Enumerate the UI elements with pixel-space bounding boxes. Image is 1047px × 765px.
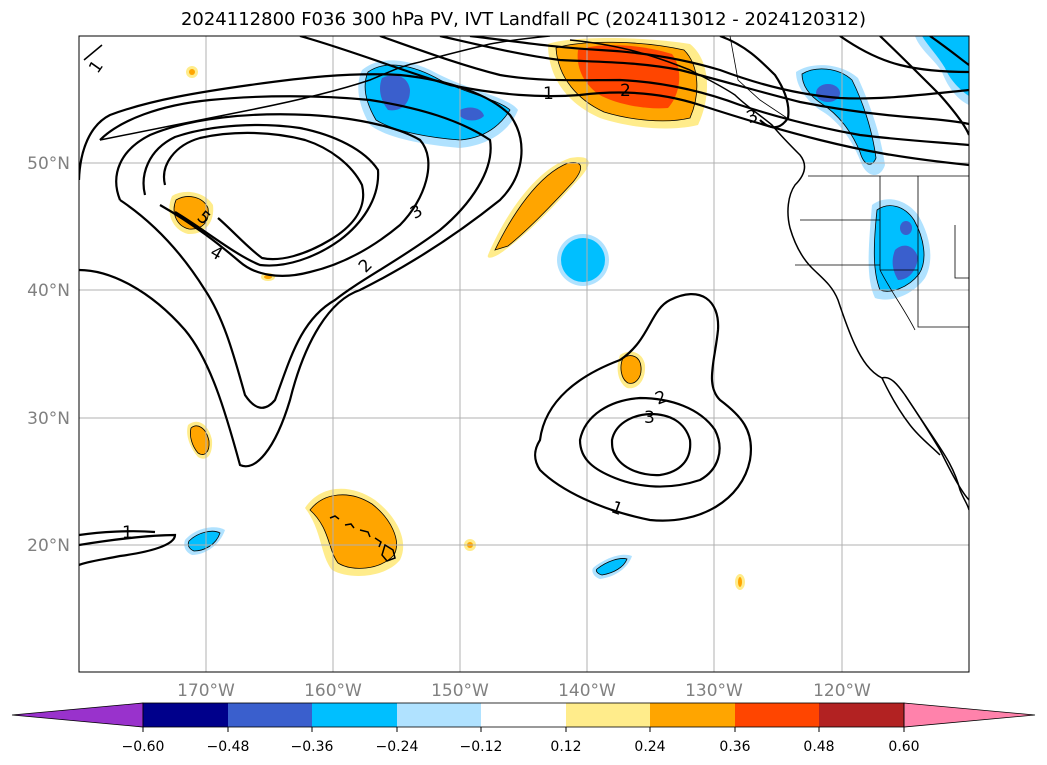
lat-label-20n: 20°N [27, 536, 70, 556]
pv-contours [79, 36, 969, 567]
coastlines [83, 36, 969, 562]
colorbar-tick-label: 0.36 [719, 739, 750, 755]
baja-coast [881, 377, 941, 456]
contour-north-3 [439, 36, 969, 126]
lat-label-50n: 50°N [27, 154, 70, 174]
contour-label: 1 [543, 84, 554, 104]
shading-outlines [173, 41, 925, 576]
colorbar-tick-label: 0.12 [550, 739, 581, 755]
lon-label-170w: 170°W [177, 681, 235, 701]
contour-north-1 [299, 36, 969, 167]
colorbar-tick-label: −0.48 [207, 739, 250, 755]
lon-label-160w: 160°W [304, 681, 362, 701]
negative-shading [184, 36, 969, 579]
contour-2-west [99, 95, 492, 409]
contour-4-west [142, 123, 380, 267]
colorbar-extend-high [903, 702, 1036, 728]
colorbar-tick-label: −0.36 [291, 739, 334, 755]
colorbar-tick-label: −0.24 [376, 739, 419, 755]
lon-label-140w: 140°W [558, 681, 616, 701]
colorbar-segment [228, 703, 312, 727]
contour-2-south [578, 396, 721, 488]
colorbar-extend-low [11, 702, 144, 728]
contour-1-south [534, 293, 753, 522]
colorbar-tick-label: 0.24 [634, 739, 665, 755]
lat-label-40n: 40°N [27, 281, 70, 301]
contour-1-west [79, 73, 523, 468]
lon-label-150w: 150°W [431, 681, 489, 701]
contour-northeast [719, 36, 790, 129]
contour-label: 3 [644, 408, 655, 428]
map-area: 1 2 3 4 5 1 2 3 1 2 3 1 [79, 36, 969, 672]
contour-5-west [162, 131, 365, 261]
contour-label: 3 [744, 106, 761, 128]
contour-label: 3 [407, 201, 426, 224]
contour-north-4 [469, 36, 969, 100]
colorbar-segment [650, 703, 735, 727]
colorbar-segment [735, 703, 819, 727]
colorbar-tick-label: 0.48 [803, 739, 834, 755]
contour-label: 4 [207, 242, 226, 265]
colorbar-tick-label: 0.60 [888, 739, 919, 755]
colorbar: −0.60 −0.48 −0.36 −0.24 −0.12 0.12 0.24 … [11, 702, 1036, 755]
lon-label-130w: 130°W [685, 681, 743, 701]
contour-label: 1 [85, 57, 108, 77]
lon-label-120w: 120°W [813, 681, 871, 701]
colorbar-segment [397, 703, 481, 727]
contour-label: 2 [653, 387, 670, 409]
contour-label: 1 [122, 523, 133, 543]
map-title: 2024112800 F036 300 hPa PV, IVT Landfall… [180, 9, 867, 30]
lat-label-30n: 30°N [27, 409, 70, 429]
contour-3-south [610, 412, 692, 477]
state-borders [795, 176, 969, 331]
contour-north-2 [379, 36, 969, 147]
colorbar-tick-label: −0.60 [122, 739, 165, 755]
colorbar-segment [481, 703, 566, 727]
latitude-labels: 50°N 40°N 30°N 20°N [27, 154, 70, 556]
alaska-canada-border [729, 36, 791, 121]
colorbar-segment [566, 703, 650, 727]
alaska-coast [419, 36, 551, 63]
hawaii-islands [329, 515, 396, 562]
aleutians [99, 61, 421, 141]
contour-3-west [115, 113, 430, 277]
contour-label: 1 [608, 498, 625, 520]
contour-label: 2 [620, 81, 631, 101]
map-frame [78, 35, 970, 673]
borders [729, 36, 969, 331]
colorbar-segment [819, 703, 904, 727]
colorbar-tick-label: −0.12 [460, 739, 503, 755]
contour-1-east [79, 533, 177, 567]
longitude-labels: 170°W 160°W 150°W 140°W 130°W 120°W [177, 681, 871, 701]
colorbar-segment [143, 703, 228, 727]
colorbar-segment [312, 703, 397, 727]
